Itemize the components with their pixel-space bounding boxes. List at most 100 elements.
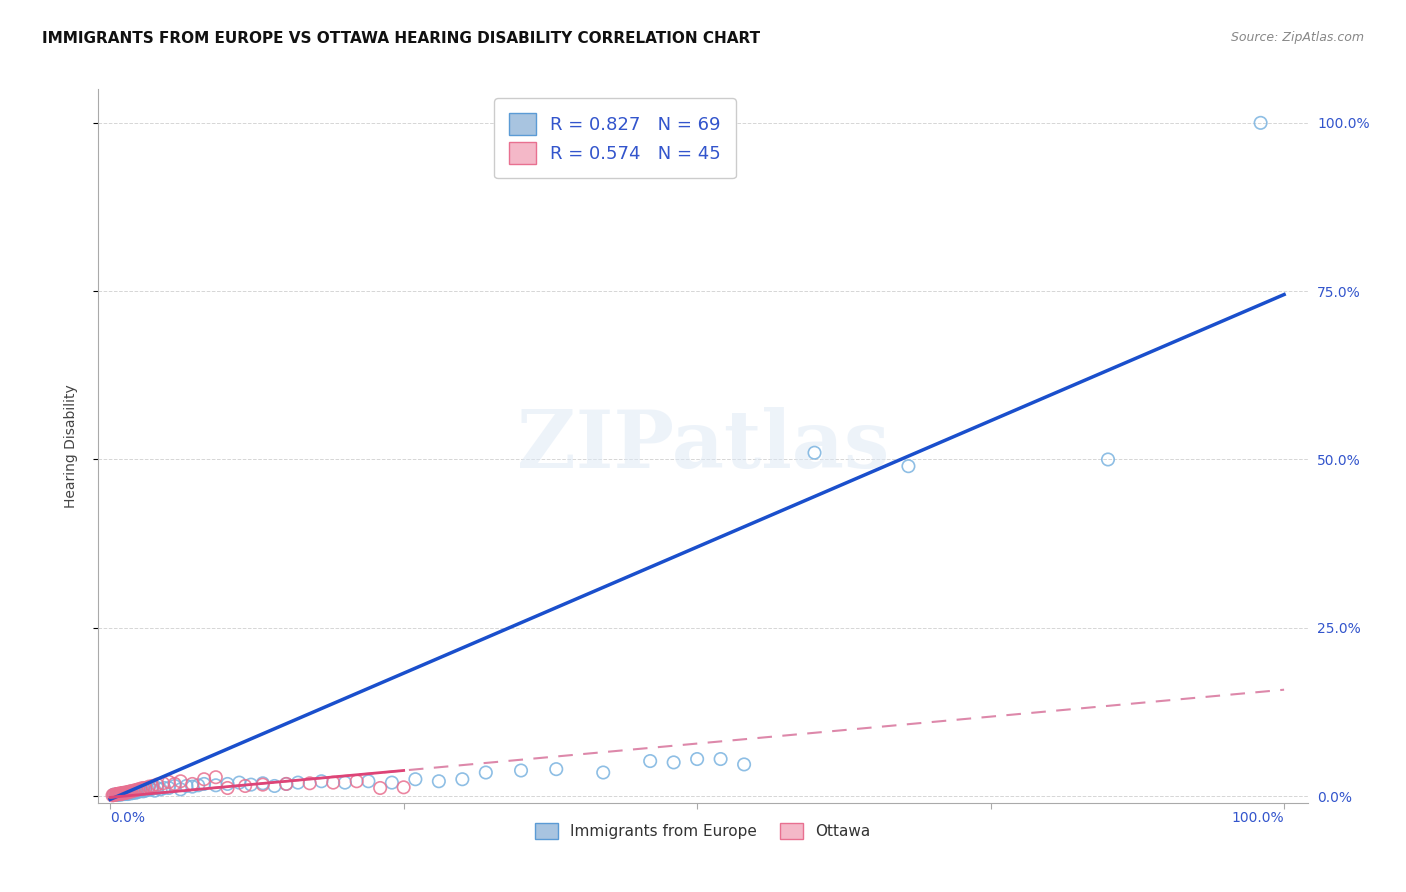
Text: IMMIGRANTS FROM EUROPE VS OTTAWA HEARING DISABILITY CORRELATION CHART: IMMIGRANTS FROM EUROPE VS OTTAWA HEARING… xyxy=(42,31,761,46)
Point xyxy=(105,788,128,802)
Point xyxy=(392,780,415,795)
Point xyxy=(105,787,128,801)
Point xyxy=(146,780,169,795)
Point xyxy=(112,786,135,800)
Point xyxy=(105,787,128,801)
Point xyxy=(546,762,568,776)
Point xyxy=(111,787,134,801)
Point xyxy=(169,774,191,789)
Point xyxy=(114,787,136,801)
Point xyxy=(122,786,145,800)
Point xyxy=(134,783,156,797)
Text: 100.0%: 100.0% xyxy=(1232,811,1284,824)
Point xyxy=(115,786,138,800)
Point xyxy=(897,459,920,474)
Point xyxy=(733,757,755,772)
Point xyxy=(1097,452,1119,467)
Point xyxy=(103,788,125,802)
Point xyxy=(114,786,136,800)
Point xyxy=(592,765,614,780)
Point xyxy=(451,772,474,787)
Point xyxy=(112,787,135,801)
Point xyxy=(181,777,204,791)
Point xyxy=(141,779,163,793)
Point xyxy=(638,754,661,768)
Point xyxy=(136,783,159,797)
Point xyxy=(143,783,166,797)
Point xyxy=(287,775,309,789)
Y-axis label: Hearing Disability: Hearing Disability xyxy=(63,384,77,508)
Point xyxy=(153,780,176,795)
Text: ZIPatlas: ZIPatlas xyxy=(517,407,889,485)
Point xyxy=(163,779,186,793)
Point xyxy=(120,784,142,798)
Point xyxy=(193,777,215,791)
Point xyxy=(129,783,152,797)
Point xyxy=(105,788,128,802)
Point xyxy=(169,782,191,797)
Point xyxy=(112,786,135,800)
Point xyxy=(127,785,149,799)
Point xyxy=(118,786,141,800)
Point xyxy=(112,787,135,801)
Point xyxy=(252,778,274,792)
Point xyxy=(181,780,204,794)
Point xyxy=(107,787,129,801)
Point xyxy=(157,780,180,795)
Point xyxy=(108,786,131,800)
Point xyxy=(276,777,298,791)
Point xyxy=(368,780,391,795)
Point xyxy=(117,785,139,799)
Point xyxy=(110,788,132,802)
Point xyxy=(228,775,250,789)
Point xyxy=(103,788,125,802)
Point xyxy=(176,779,198,793)
Point xyxy=(427,774,450,789)
Point xyxy=(134,780,156,795)
Point xyxy=(107,788,129,802)
Point xyxy=(104,788,127,802)
Point xyxy=(111,786,134,800)
Point xyxy=(217,777,239,791)
Point xyxy=(125,786,148,800)
Point xyxy=(105,788,128,802)
Point xyxy=(662,756,685,770)
Point xyxy=(149,782,172,797)
Point xyxy=(404,772,426,787)
Point xyxy=(138,780,160,794)
Text: 0.0%: 0.0% xyxy=(110,811,145,824)
Legend: Immigrants from Europe, Ottawa: Immigrants from Europe, Ottawa xyxy=(529,817,877,845)
Point xyxy=(125,783,148,797)
Point xyxy=(1250,116,1272,130)
Point xyxy=(803,446,825,460)
Point xyxy=(120,786,142,800)
Point xyxy=(141,782,163,797)
Point xyxy=(233,779,256,793)
Point xyxy=(112,786,135,800)
Point xyxy=(333,775,356,789)
Point xyxy=(298,776,321,790)
Point xyxy=(686,752,709,766)
Point xyxy=(357,774,380,789)
Point xyxy=(322,775,344,789)
Text: Source: ZipAtlas.com: Source: ZipAtlas.com xyxy=(1230,31,1364,45)
Point xyxy=(122,783,145,797)
Point xyxy=(118,785,141,799)
Point xyxy=(110,787,132,801)
Point xyxy=(276,777,298,791)
Point xyxy=(217,780,239,795)
Point xyxy=(187,778,209,792)
Point xyxy=(115,786,138,800)
Point xyxy=(346,774,368,789)
Point xyxy=(710,752,733,766)
Point xyxy=(108,787,131,801)
Point xyxy=(475,765,498,780)
Point xyxy=(128,784,150,798)
Point xyxy=(129,781,152,796)
Point xyxy=(204,778,226,792)
Point xyxy=(117,787,139,801)
Point xyxy=(252,776,274,790)
Point xyxy=(240,778,263,792)
Point xyxy=(117,786,139,800)
Point xyxy=(124,785,146,799)
